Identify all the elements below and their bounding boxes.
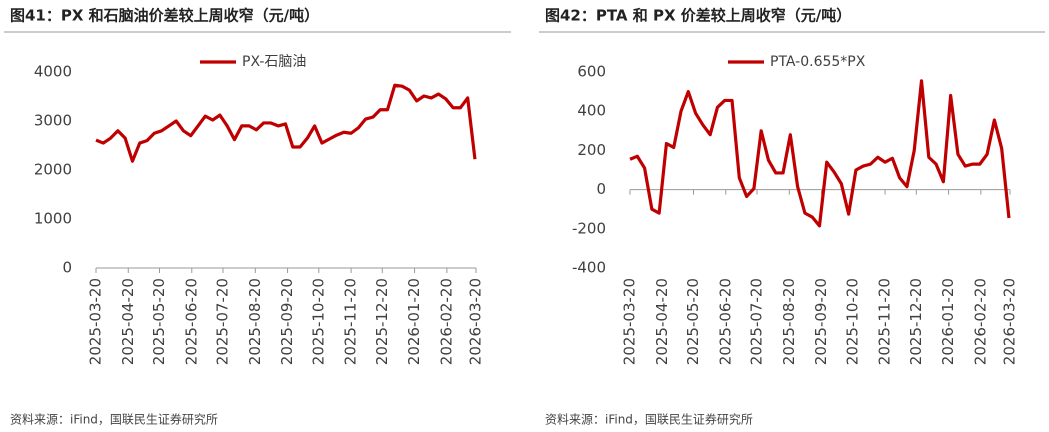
x-tick-label: 2025-07-20 <box>748 278 766 365</box>
x-tick-label: 2025-08-20 <box>780 278 798 365</box>
x-tick-label: 2025-09-20 <box>278 278 296 365</box>
x-tick-label: 2025-10-20 <box>309 278 327 365</box>
y-tick-label: -200 <box>572 219 606 237</box>
legend-label: PTA-0.655*PX <box>770 54 866 70</box>
data-line <box>629 79 1011 228</box>
x-tick-label: 2025-04-20 <box>119 278 137 365</box>
y-tick-label: 1000 <box>34 210 72 228</box>
x-tick-label: 2025-10-20 <box>843 278 861 365</box>
x-tick-label: 2025-11-20 <box>342 278 360 365</box>
x-tick-label: 2025-07-20 <box>214 278 232 365</box>
x-tick-label: 2026-03-20 <box>1001 278 1019 365</box>
data-line <box>95 83 477 163</box>
x-tick-label: 2025-06-20 <box>182 278 200 365</box>
x-tick-label: 2025-12-20 <box>907 278 925 365</box>
x-tick-label: 2025-03-20 <box>87 278 105 365</box>
x-tick-label: 2026-02-20 <box>971 278 989 365</box>
y-tick-label: 0 <box>596 180 606 198</box>
y-tick-label: 600 <box>577 63 606 81</box>
source-note: 资料来源：iFind，国联民生证券研究所 <box>545 412 753 427</box>
x-tick-label: 2025-05-20 <box>684 278 702 365</box>
x-tick-label: 2025-03-20 <box>621 278 639 365</box>
y-tick-label: 3000 <box>34 112 72 130</box>
y-tick-label: 400 <box>577 102 606 120</box>
x-tick-label: 2025-12-20 <box>373 278 391 365</box>
chart-title: 图42：PTA 和 PX 价差较上周收窄（元/吨） <box>545 7 851 25</box>
y-tick-label: 0 <box>62 259 72 277</box>
x-tick-label: 2026-01-20 <box>939 278 957 365</box>
x-tick-label: 2025-11-20 <box>876 278 894 365</box>
x-tick-label: 2025-06-20 <box>716 278 734 365</box>
x-tick-label: 2025-05-20 <box>150 278 168 365</box>
y-tick-label: -400 <box>572 259 606 277</box>
x-tick-label: 2025-08-20 <box>246 278 264 365</box>
source-note: 资料来源：iFind，国联民生证券研究所 <box>10 412 218 427</box>
y-tick-label: 200 <box>577 141 606 159</box>
y-tick-label: 4000 <box>34 63 72 81</box>
x-tick-label: 2026-02-20 <box>437 278 455 365</box>
legend-label: PX-石脑油 <box>242 54 306 70</box>
x-tick-label: 2025-04-20 <box>653 278 671 365</box>
x-tick-label: 2025-09-20 <box>812 278 830 365</box>
chart-title: 图41：PX 和石脑油价差较上周收窄（元/吨） <box>10 7 319 25</box>
x-tick-label: 2026-03-20 <box>467 278 485 365</box>
x-tick-label: 2026-01-20 <box>405 278 423 365</box>
y-tick-label: 2000 <box>34 161 72 179</box>
